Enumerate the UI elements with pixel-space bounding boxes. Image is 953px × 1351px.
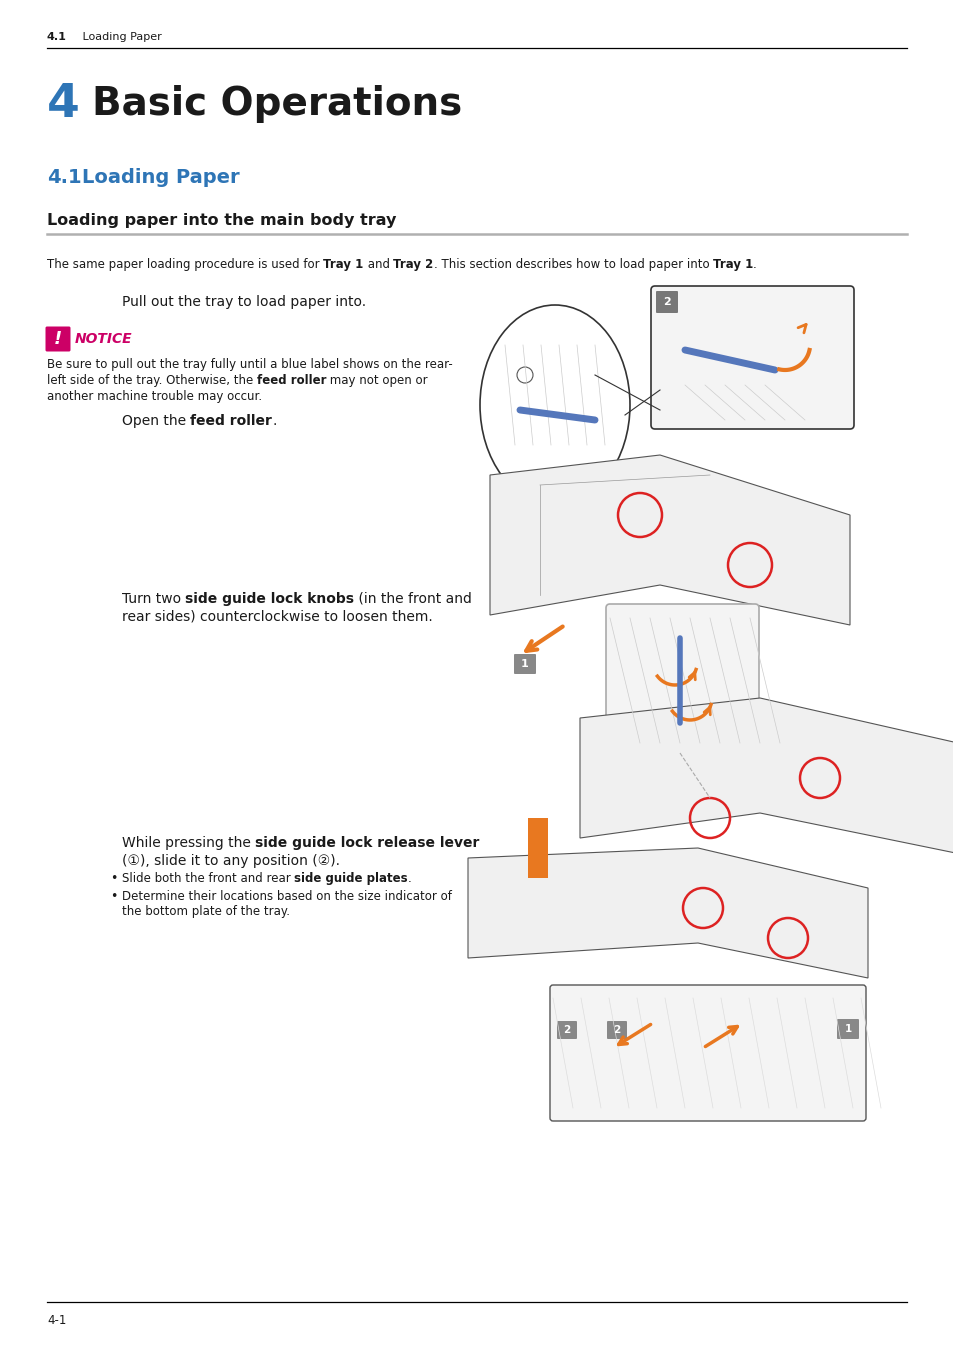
Text: .: . (273, 413, 276, 428)
Text: may not open or: may not open or (326, 374, 428, 386)
Text: 2: 2 (563, 1025, 570, 1035)
Text: feed roller: feed roller (256, 374, 326, 386)
Text: Tray 1: Tray 1 (712, 258, 753, 272)
Text: Tray 1: Tray 1 (323, 258, 363, 272)
Text: another machine trouble may occur.: another machine trouble may occur. (47, 390, 262, 403)
Text: .: . (753, 258, 757, 272)
Text: 4: 4 (47, 82, 80, 127)
FancyBboxPatch shape (650, 286, 853, 430)
Text: rear sides) counterclockwise to loosen them.: rear sides) counterclockwise to loosen t… (122, 611, 433, 624)
Text: Tray 2: Tray 2 (393, 258, 434, 272)
Text: .: . (408, 871, 412, 885)
Text: Loading paper into the main body tray: Loading paper into the main body tray (47, 213, 395, 228)
Polygon shape (579, 698, 953, 858)
Text: Loading Paper: Loading Paper (65, 32, 162, 42)
Text: Turn two: Turn two (122, 592, 185, 607)
Text: side guide lock knobs: side guide lock knobs (185, 592, 355, 607)
Text: 1: 1 (520, 659, 528, 669)
Text: feed roller: feed roller (191, 413, 273, 428)
Text: •: • (110, 890, 117, 902)
Text: . This section describes how to load paper into: . This section describes how to load pap… (434, 258, 712, 272)
FancyBboxPatch shape (557, 1021, 577, 1039)
FancyBboxPatch shape (606, 1021, 626, 1039)
Text: 2: 2 (662, 297, 670, 307)
FancyBboxPatch shape (656, 290, 678, 313)
Text: side guide plates: side guide plates (294, 871, 408, 885)
Text: (①), slide it to any position (②).: (①), slide it to any position (②). (122, 854, 339, 867)
Text: NOTICE: NOTICE (75, 332, 132, 346)
FancyBboxPatch shape (605, 604, 759, 757)
Text: Be sure to pull out the tray fully until a blue label shows on the rear-: Be sure to pull out the tray fully until… (47, 358, 453, 372)
Text: (in the front and: (in the front and (355, 592, 472, 607)
Text: The same paper loading procedure is used for: The same paper loading procedure is used… (47, 258, 323, 272)
Text: 4.1: 4.1 (47, 32, 67, 42)
Polygon shape (490, 455, 849, 626)
Text: Open the: Open the (122, 413, 191, 428)
Text: 2: 2 (613, 1025, 620, 1035)
FancyBboxPatch shape (836, 1019, 858, 1039)
Text: •: • (110, 871, 117, 885)
FancyBboxPatch shape (46, 327, 71, 351)
Bar (527, 817, 547, 878)
Text: side guide lock release lever: side guide lock release lever (255, 836, 479, 850)
Text: 1: 1 (843, 1024, 851, 1034)
Text: the bottom plate of the tray.: the bottom plate of the tray. (122, 905, 290, 917)
Text: 4-1: 4-1 (47, 1315, 67, 1327)
Text: Slide both the front and rear: Slide both the front and rear (122, 871, 294, 885)
Text: While pressing the: While pressing the (122, 836, 255, 850)
Text: left side of the tray. Otherwise, the: left side of the tray. Otherwise, the (47, 374, 256, 386)
Polygon shape (468, 848, 867, 978)
Text: 4.1: 4.1 (47, 168, 82, 186)
Text: Loading Paper: Loading Paper (82, 168, 239, 186)
Text: and: and (363, 258, 393, 272)
FancyBboxPatch shape (550, 985, 865, 1121)
Text: !: ! (53, 330, 62, 349)
Text: Basic Operations: Basic Operations (91, 85, 462, 123)
FancyBboxPatch shape (514, 654, 536, 674)
Text: Pull out the tray to load paper into.: Pull out the tray to load paper into. (122, 295, 366, 309)
Text: Determine their locations based on the size indicator of: Determine their locations based on the s… (122, 890, 452, 902)
